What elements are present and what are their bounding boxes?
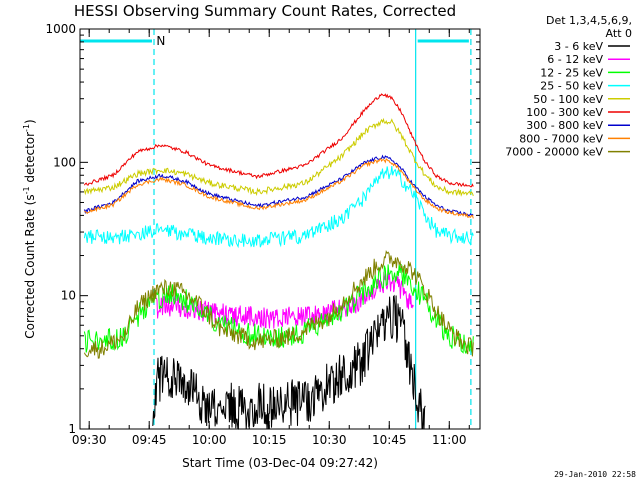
series-line: [83, 249, 474, 359]
x-tick-label: 10:15: [252, 433, 287, 447]
series-line: [83, 154, 474, 217]
footer-timestamp: 29-Jan-2010 22:58: [554, 470, 636, 479]
legend-entry-label: 6 - 12 keV: [547, 53, 603, 66]
x-tick-label: 09:45: [132, 433, 167, 447]
legend-entry-label: 3 - 6 keV: [554, 40, 603, 53]
x-tick-label: 10:00: [192, 433, 227, 447]
series-line: [83, 263, 474, 354]
y-tick-label: 10: [61, 289, 76, 303]
x-tick-label: 10:30: [312, 433, 347, 447]
legend-entry-label: 25 - 50 keV: [540, 80, 603, 93]
night-flag-label: N: [156, 34, 165, 48]
night-marker-layer: N: [80, 29, 472, 429]
legend-header-line-1: Det 1,3,4,5,6,9,: [546, 14, 632, 27]
series-line: [83, 117, 474, 197]
x-axis-label: Start Time (03-Dec-04 09:27:42): [182, 456, 378, 470]
y-axis-label: Corrected Count Rate (s-1 detector-1): [22, 119, 37, 338]
legend-entry-label: 50 - 100 keV: [533, 93, 603, 106]
chart-title: HESSI Observing Summary Count Rates, Cor…: [74, 2, 456, 20]
y-tick-label: 100: [53, 155, 76, 169]
series-line: [84, 158, 474, 219]
series-layer: [83, 93, 474, 431]
legend-entry-label: 100 - 300 keV: [526, 106, 603, 119]
plot-frame: [79, 28, 481, 430]
y-tick-label: 1: [68, 422, 76, 436]
x-tick-label: 11:00: [432, 433, 467, 447]
series-line: [83, 166, 474, 249]
legend-entry-label: 300 - 800 keV: [526, 119, 603, 132]
legend-header-line-2: Att 0: [606, 27, 632, 40]
y-axis-ticks: 1 10 100 1000: [45, 22, 480, 436]
legend-entry-label: 12 - 25 keV: [540, 66, 603, 79]
series-line: [152, 294, 426, 431]
x-tick-label: 09:30: [72, 433, 107, 447]
x-axis-ticks: 09:30 09:45 10:00 10:15 10:30 10:45 11:00: [72, 29, 470, 447]
legend-entry-label: 800 - 7000 keV: [519, 132, 603, 145]
series-line: [83, 93, 474, 188]
x-tick-label: 10:45: [372, 433, 407, 447]
legend-entry-label: 7000 - 20000 keV: [505, 146, 603, 159]
y-tick-label: 1000: [45, 22, 76, 36]
